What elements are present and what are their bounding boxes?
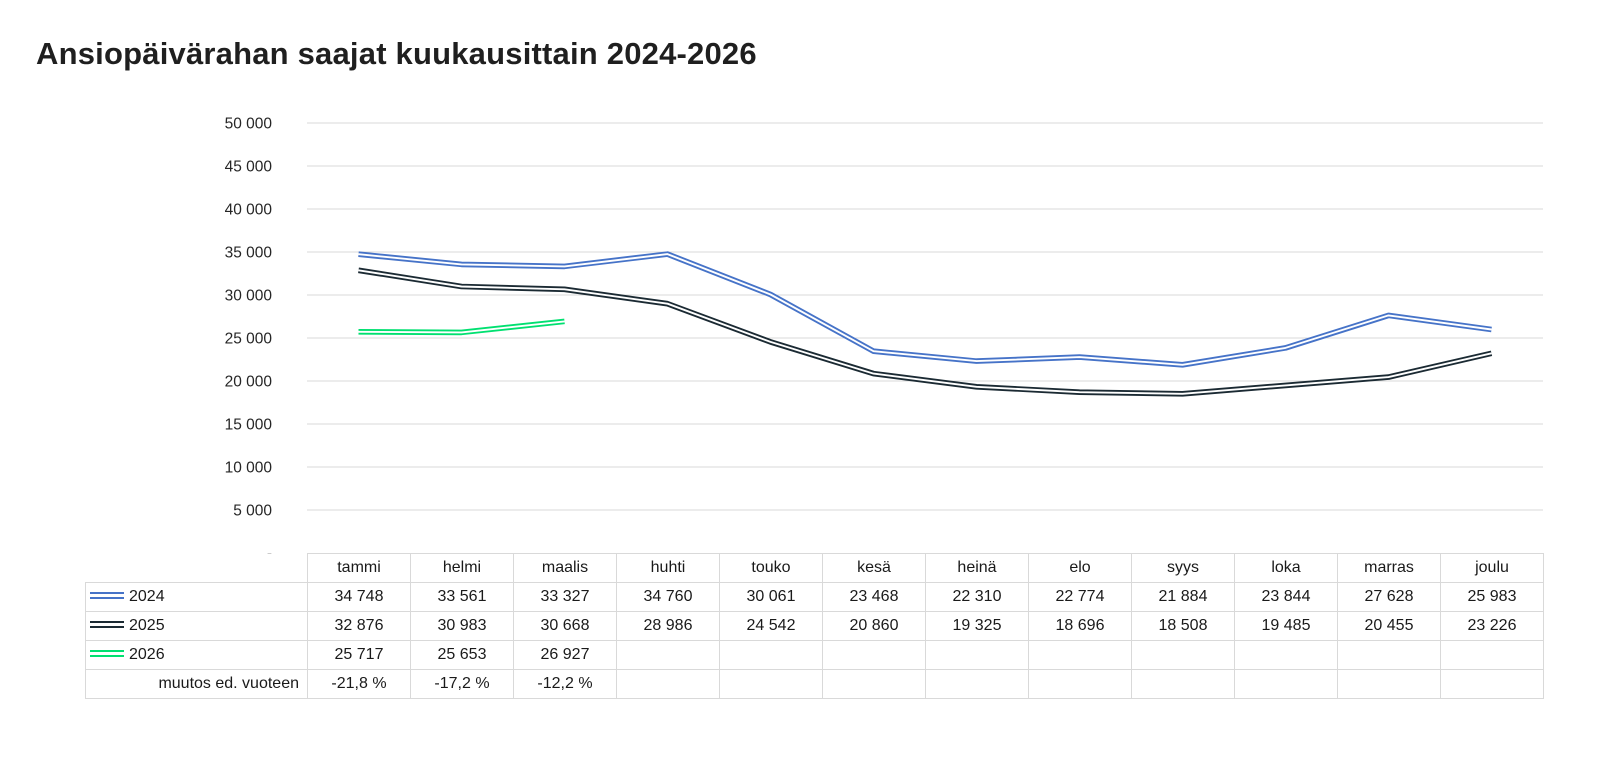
value-cell bbox=[925, 640, 1029, 670]
legend-line-icon-2025 bbox=[90, 621, 124, 629]
value-cell bbox=[1440, 669, 1544, 699]
series-label-cell: 2026 bbox=[85, 640, 308, 670]
line-chart: - 5 000 10 000 15 000 20 000 25 000 30 000 35 0… bbox=[225, 116, 1543, 561]
value-cell: 24 542 bbox=[719, 611, 823, 641]
value-cell bbox=[822, 669, 926, 699]
value-cell: 34 760 bbox=[616, 582, 720, 612]
value-cell bbox=[1131, 640, 1235, 670]
value-cell bbox=[616, 669, 720, 699]
y-axis-tick-label: 25 000 bbox=[225, 331, 273, 348]
y-axis-tick-label: 50 000 bbox=[225, 116, 273, 133]
value-cell: 19 485 bbox=[1234, 611, 1338, 641]
month-header-cell: touko bbox=[719, 553, 823, 583]
value-cell: -12,2 % bbox=[513, 669, 617, 699]
value-cell: -21,8 % bbox=[307, 669, 411, 699]
legend-line-icon-2026 bbox=[90, 650, 124, 658]
month-header-cell: kesä bbox=[822, 553, 926, 583]
value-cell: 26 927 bbox=[513, 640, 617, 670]
value-cell bbox=[616, 640, 720, 670]
value-cell: 20 860 bbox=[822, 611, 926, 641]
value-cell: 19 325 bbox=[925, 611, 1029, 641]
month-header-cell: tammi bbox=[307, 553, 411, 583]
series-line-core-2024 bbox=[358, 253, 1492, 366]
value-cell: 30 983 bbox=[410, 611, 514, 641]
value-cell: 30 668 bbox=[513, 611, 617, 641]
month-header-cell: maalis bbox=[513, 553, 617, 583]
series-line-core-2026 bbox=[358, 320, 565, 334]
value-cell: 34 748 bbox=[307, 582, 411, 612]
month-header-row: tammi helmi maalis huhti touko kesä heinä elo sy… bbox=[85, 553, 1544, 583]
series-row-2025: 2025 32 876 30 983 30 668 28 986 24 542 20 860… bbox=[85, 611, 1544, 641]
month-header-cell: loka bbox=[1234, 553, 1338, 583]
value-cell bbox=[719, 669, 823, 699]
value-cell: 18 508 bbox=[1131, 611, 1235, 641]
value-cell: 20 455 bbox=[1337, 611, 1441, 641]
value-cell: 23 844 bbox=[1234, 582, 1338, 612]
y-axis-tick-label: 5 000 bbox=[233, 503, 272, 520]
change-label-cell: muutos ed. vuoteen bbox=[85, 669, 308, 699]
value-cell: 22 774 bbox=[1028, 582, 1132, 612]
value-cell: 25 653 bbox=[410, 640, 514, 670]
data-table: tammi helmi maalis huhti touko kesä heinä elo sy… bbox=[85, 553, 1544, 699]
row-label: muutos ed. vuoteen bbox=[158, 675, 299, 692]
month-header-cell: elo bbox=[1028, 553, 1132, 583]
series-label-cell: 2025 bbox=[85, 611, 308, 641]
value-cell: 33 327 bbox=[513, 582, 617, 612]
value-cell bbox=[1131, 669, 1235, 699]
value-cell bbox=[1337, 669, 1441, 699]
value-cell: -17,2 % bbox=[410, 669, 514, 699]
row-label: 2024 bbox=[129, 588, 165, 605]
value-cell: 30 061 bbox=[719, 582, 823, 612]
value-cell: 23 468 bbox=[822, 582, 926, 612]
series-row-2024: 2024 34 748 33 561 33 327 34 760 30 061 23 468… bbox=[85, 582, 1544, 612]
row-label: 2026 bbox=[129, 646, 165, 663]
value-cell: 23 226 bbox=[1440, 611, 1544, 641]
value-cell: 21 884 bbox=[1131, 582, 1235, 612]
legend-line-icon-2024 bbox=[90, 592, 124, 600]
value-cell bbox=[1337, 640, 1441, 670]
change-row: muutos ed. vuoteen -21,8 % -17,2 % -12,2 % bbox=[85, 669, 1544, 699]
y-axis-tick-label: 30 000 bbox=[225, 288, 273, 305]
value-cell: 33 561 bbox=[410, 582, 514, 612]
month-header-cell: joulu bbox=[1440, 553, 1544, 583]
y-axis-tick-label: 20 000 bbox=[225, 374, 273, 391]
table-corner-cell bbox=[85, 553, 308, 583]
value-cell: 25 717 bbox=[307, 640, 411, 670]
value-cell: 18 696 bbox=[1028, 611, 1132, 641]
value-cell: 22 310 bbox=[925, 582, 1029, 612]
value-cell bbox=[719, 640, 823, 670]
value-cell bbox=[1028, 640, 1132, 670]
value-cell bbox=[1440, 640, 1544, 670]
y-axis-tick-label: 40 000 bbox=[225, 202, 273, 219]
value-cell bbox=[1234, 669, 1338, 699]
y-axis-tick-label: 15 000 bbox=[225, 417, 273, 434]
y-axis-tick-label: 10 000 bbox=[225, 460, 273, 477]
value-cell: 32 876 bbox=[307, 611, 411, 641]
series-line-2026 bbox=[358, 318, 565, 336]
value-cell: 28 986 bbox=[616, 611, 720, 641]
series-line-2024 bbox=[358, 251, 1492, 368]
month-header-cell: heinä bbox=[925, 553, 1029, 583]
y-axis-tick-label: - bbox=[267, 546, 272, 561]
month-header-cell: marras bbox=[1337, 553, 1441, 583]
value-cell bbox=[1028, 669, 1132, 699]
page-title: Ansiopäivärahan saajat kuukausittain 202… bbox=[36, 36, 757, 71]
series-line-core-2025 bbox=[358, 269, 1492, 395]
value-cell bbox=[1234, 640, 1338, 670]
value-cell: 25 983 bbox=[1440, 582, 1544, 612]
row-label: 2025 bbox=[129, 617, 165, 634]
y-axis-tick-label: 35 000 bbox=[225, 245, 273, 262]
series-label-cell: 2024 bbox=[85, 582, 308, 612]
month-header-cell: syys bbox=[1131, 553, 1235, 583]
value-cell: 27 628 bbox=[1337, 582, 1441, 612]
series-row-2026: 2026 25 717 25 653 26 927 bbox=[85, 640, 1544, 670]
month-header-cell: huhti bbox=[616, 553, 720, 583]
y-axis-tick-label: 45 000 bbox=[225, 159, 273, 176]
value-cell bbox=[822, 640, 926, 670]
month-header-cell: helmi bbox=[410, 553, 514, 583]
value-cell bbox=[925, 669, 1029, 699]
